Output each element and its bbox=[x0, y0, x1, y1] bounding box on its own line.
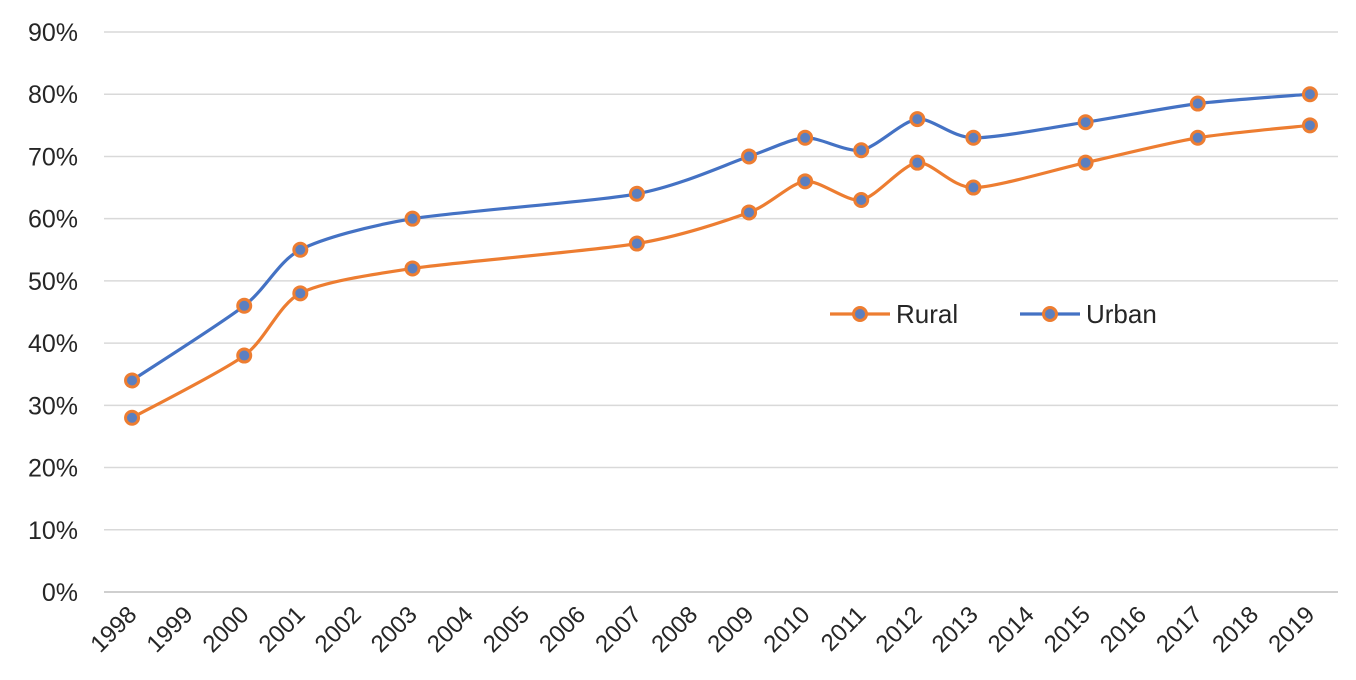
data-point-rural bbox=[1077, 154, 1094, 171]
y-tick-label: 80% bbox=[28, 81, 78, 109]
x-tick-label: 2004 bbox=[422, 601, 479, 658]
data-point-urban bbox=[741, 148, 758, 165]
x-tick-label: 2002 bbox=[310, 601, 367, 658]
data-point-rural bbox=[853, 192, 870, 208]
data-point-urban bbox=[292, 241, 309, 258]
data-point-rural bbox=[797, 173, 814, 190]
x-tick-label: 2007 bbox=[590, 601, 647, 658]
data-point-rural bbox=[909, 154, 926, 171]
x-tick-label: 2009 bbox=[702, 601, 759, 658]
data-point-urban bbox=[124, 372, 141, 389]
y-tick-label: 30% bbox=[28, 392, 78, 420]
x-tick-label: 1998 bbox=[85, 601, 142, 658]
data-point-urban bbox=[1189, 95, 1206, 112]
y-tick-label: 40% bbox=[28, 330, 78, 358]
data-point-urban bbox=[236, 297, 253, 314]
data-point-urban bbox=[797, 129, 814, 146]
series-layer bbox=[124, 86, 1318, 426]
x-tick-label: 2019 bbox=[1263, 601, 1320, 658]
data-point-rural bbox=[404, 260, 421, 277]
x-tick-label: 2000 bbox=[198, 601, 255, 658]
data-point-rural bbox=[628, 235, 645, 252]
series-line-rural bbox=[131, 123, 1311, 420]
series-urban bbox=[124, 86, 1318, 389]
legend-swatch-marker bbox=[1042, 306, 1058, 322]
data-point-rural bbox=[1301, 117, 1318, 134]
x-tick-label: 2005 bbox=[478, 601, 535, 658]
legend-item-rural: Rural bbox=[830, 299, 958, 329]
y-tick-label: 90% bbox=[28, 19, 78, 47]
data-point-rural bbox=[124, 409, 141, 426]
x-tick-label: 2010 bbox=[759, 601, 816, 658]
data-point-rural bbox=[292, 285, 309, 302]
legend: Rural Urban bbox=[830, 299, 1157, 329]
legend-swatch-marker bbox=[852, 306, 868, 322]
data-point-rural bbox=[236, 347, 253, 364]
x-tick-label: 2016 bbox=[1095, 601, 1152, 658]
y-axis: 0% 10% 20% 30% 40% 50% 60% 70% 80% 90% bbox=[28, 19, 78, 607]
data-point-urban bbox=[628, 185, 645, 202]
x-axis: 1998 1999 2000 2001 2002 2003 2004 2005 2006 2007… bbox=[85, 601, 1320, 658]
x-tick-label: 1999 bbox=[142, 601, 199, 658]
x-tick-label: 2014 bbox=[983, 601, 1040, 658]
data-point-urban bbox=[909, 111, 926, 128]
x-tick-label: 2006 bbox=[534, 601, 591, 658]
data-point-urban bbox=[853, 142, 870, 159]
data-point-urban bbox=[1301, 86, 1318, 103]
x-tick-label: 2018 bbox=[1207, 601, 1264, 658]
data-point-urban bbox=[965, 129, 982, 146]
data-point-rural bbox=[1189, 129, 1206, 146]
series-rural bbox=[124, 117, 1318, 426]
x-tick-label: 2017 bbox=[1151, 601, 1208, 658]
x-tick-label: 2003 bbox=[366, 601, 423, 658]
x-tick-label: 2013 bbox=[927, 601, 984, 658]
data-point-urban bbox=[404, 210, 421, 227]
legend-label: Rural bbox=[896, 299, 958, 329]
x-tick-label: 2011 bbox=[816, 601, 872, 657]
x-tick-label: 2015 bbox=[1039, 601, 1096, 658]
y-tick-label: 60% bbox=[28, 206, 78, 234]
series-line-urban bbox=[131, 92, 1311, 382]
x-tick-label: 2008 bbox=[646, 601, 703, 658]
y-tick-label: 20% bbox=[28, 455, 78, 483]
legend-label: Urban bbox=[1086, 299, 1157, 329]
data-point-urban bbox=[1077, 114, 1094, 131]
data-point-rural bbox=[741, 204, 758, 221]
y-tick-label: 70% bbox=[28, 143, 78, 171]
legend-item-urban: Urban bbox=[1020, 299, 1157, 329]
grid-lines bbox=[104, 31, 1338, 593]
y-tick-label: 0% bbox=[42, 579, 78, 607]
x-tick-label: 2012 bbox=[871, 601, 928, 658]
data-point-rural bbox=[965, 179, 982, 196]
y-tick-label: 50% bbox=[28, 268, 78, 296]
x-tick-label: 2001 bbox=[254, 601, 311, 658]
y-tick-label: 10% bbox=[28, 517, 78, 545]
